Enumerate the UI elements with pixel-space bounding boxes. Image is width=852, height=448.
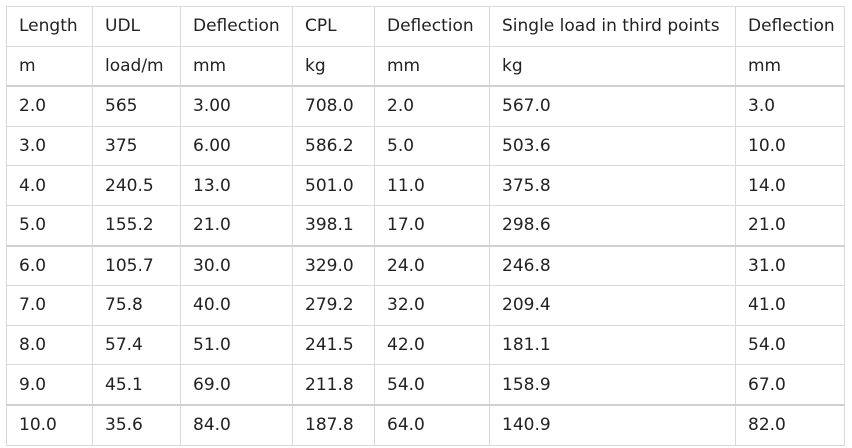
cell-third-points-deflection: 31.0 xyxy=(735,244,845,287)
cell-cpl-deflection: 54.0 xyxy=(374,364,490,406)
load-deflection-table: Length UDL Deflection CPL Deflection Sin… xyxy=(6,6,845,446)
cell-cpl: 187.8 xyxy=(292,403,375,446)
cell-third-points-load: 181.1 xyxy=(489,324,736,366)
cell-udl-deflection: 13.0 xyxy=(180,165,293,206)
cell-length: 9.0 xyxy=(6,364,93,406)
cell-udl-deflection: 40.0 xyxy=(180,285,293,326)
table-row: 4.0 240.5 13.0 501.0 11.0 375.8 14.0 xyxy=(6,165,845,206)
cell-cpl: 279.2 xyxy=(292,285,375,326)
cell-udl: 57.4 xyxy=(92,324,181,366)
cell-udl: 240.5 xyxy=(92,165,181,206)
table-row: 2.0 565 3.00 708.0 2.0 567.0 3.0 xyxy=(6,85,845,127)
header-udl-deflection: Deflection xyxy=(180,6,293,47)
header-cpl: CPL xyxy=(292,6,375,47)
header-third-points-load: Single load in third points xyxy=(489,6,736,47)
cell-third-points-load: 209.4 xyxy=(489,285,736,326)
header-cpl-deflection: Deflection xyxy=(374,6,490,47)
cell-length: 7.0 xyxy=(6,285,93,326)
cell-cpl-deflection: 42.0 xyxy=(374,324,490,366)
cell-cpl: 211.8 xyxy=(292,364,375,406)
table-row: 7.0 75.8 40.0 279.2 32.0 209.4 41.0 xyxy=(6,285,845,326)
table-row: 5.0 155.2 21.0 398.1 17.0 298.6 21.0 xyxy=(6,204,845,247)
cell-third-points-deflection: 10.0 xyxy=(735,125,845,167)
cell-length: 2.0 xyxy=(6,85,93,127)
cell-third-points-deflection: 54.0 xyxy=(735,324,845,366)
unit-udl: load/m xyxy=(92,45,181,88)
cell-udl: 45.1 xyxy=(92,364,181,406)
cell-cpl: 241.5 xyxy=(292,324,375,366)
cell-third-points-load: 140.9 xyxy=(489,403,736,446)
cell-udl-deflection: 21.0 xyxy=(180,204,293,247)
unit-third-points-load: kg xyxy=(489,45,736,88)
cell-udl: 105.7 xyxy=(92,244,181,287)
unit-length: m xyxy=(6,45,93,88)
cell-third-points-deflection: 14.0 xyxy=(735,165,845,206)
cell-third-points-load: 298.6 xyxy=(489,204,736,247)
cell-third-points-load: 567.0 xyxy=(489,85,736,127)
unit-udl-deflection: mm xyxy=(180,45,293,88)
cell-cpl-deflection: 64.0 xyxy=(374,403,490,446)
cell-cpl-deflection: 5.0 xyxy=(374,125,490,167)
table-units-row: m load/m mm kg mm kg mm xyxy=(6,45,845,88)
cell-third-points-deflection: 82.0 xyxy=(735,403,845,446)
cell-third-points-deflection: 3.0 xyxy=(735,85,845,127)
cell-cpl: 501.0 xyxy=(292,165,375,206)
table-row: 8.0 57.4 51.0 241.5 42.0 181.1 54.0 xyxy=(6,324,845,366)
cell-cpl: 586.2 xyxy=(292,125,375,167)
cell-udl-deflection: 6.00 xyxy=(180,125,293,167)
table-row: 6.0 105.7 30.0 329.0 24.0 246.8 31.0 xyxy=(6,244,845,287)
cell-udl-deflection: 30.0 xyxy=(180,244,293,287)
cell-udl: 565 xyxy=(92,85,181,127)
unit-third-points-deflection: mm xyxy=(735,45,845,88)
cell-length: 4.0 xyxy=(6,165,93,206)
cell-cpl: 329.0 xyxy=(292,244,375,287)
cell-udl-deflection: 69.0 xyxy=(180,364,293,406)
cell-length: 6.0 xyxy=(6,244,93,287)
cell-third-points-load: 246.8 xyxy=(489,244,736,287)
cell-third-points-load: 503.6 xyxy=(489,125,736,167)
cell-cpl: 708.0 xyxy=(292,85,375,127)
cell-cpl-deflection: 11.0 xyxy=(374,165,490,206)
header-third-points-deflection: Deflection xyxy=(735,6,845,47)
cell-length: 5.0 xyxy=(6,204,93,247)
cell-cpl-deflection: 2.0 xyxy=(374,85,490,127)
unit-cpl-deflection: mm xyxy=(374,45,490,88)
cell-cpl: 398.1 xyxy=(292,204,375,247)
cell-third-points-deflection: 41.0 xyxy=(735,285,845,326)
header-length: Length xyxy=(6,6,93,47)
cell-third-points-load: 158.9 xyxy=(489,364,736,406)
table-row: 10.0 35.6 84.0 187.8 64.0 140.9 82.0 xyxy=(6,403,845,446)
table-header-row: Length UDL Deflection CPL Deflection Sin… xyxy=(6,6,845,47)
cell-cpl-deflection: 17.0 xyxy=(374,204,490,247)
table-row: 9.0 45.1 69.0 211.8 54.0 158.9 67.0 xyxy=(6,364,845,406)
cell-third-points-load: 375.8 xyxy=(489,165,736,206)
header-udl: UDL xyxy=(92,6,181,47)
cell-third-points-deflection: 67.0 xyxy=(735,364,845,406)
table-row: 3.0 375 6.00 586.2 5.0 503.6 10.0 xyxy=(6,125,845,167)
cell-udl: 35.6 xyxy=(92,403,181,446)
cell-length: 10.0 xyxy=(6,403,93,446)
unit-cpl: kg xyxy=(292,45,375,88)
cell-length: 3.0 xyxy=(6,125,93,167)
cell-udl-deflection: 3.00 xyxy=(180,85,293,127)
cell-length: 8.0 xyxy=(6,324,93,366)
cell-udl: 375 xyxy=(92,125,181,167)
cell-udl-deflection: 51.0 xyxy=(180,324,293,366)
cell-udl: 155.2 xyxy=(92,204,181,247)
cell-cpl-deflection: 24.0 xyxy=(374,244,490,287)
cell-third-points-deflection: 21.0 xyxy=(735,204,845,247)
cell-udl: 75.8 xyxy=(92,285,181,326)
cell-cpl-deflection: 32.0 xyxy=(374,285,490,326)
cell-udl-deflection: 84.0 xyxy=(180,403,293,446)
